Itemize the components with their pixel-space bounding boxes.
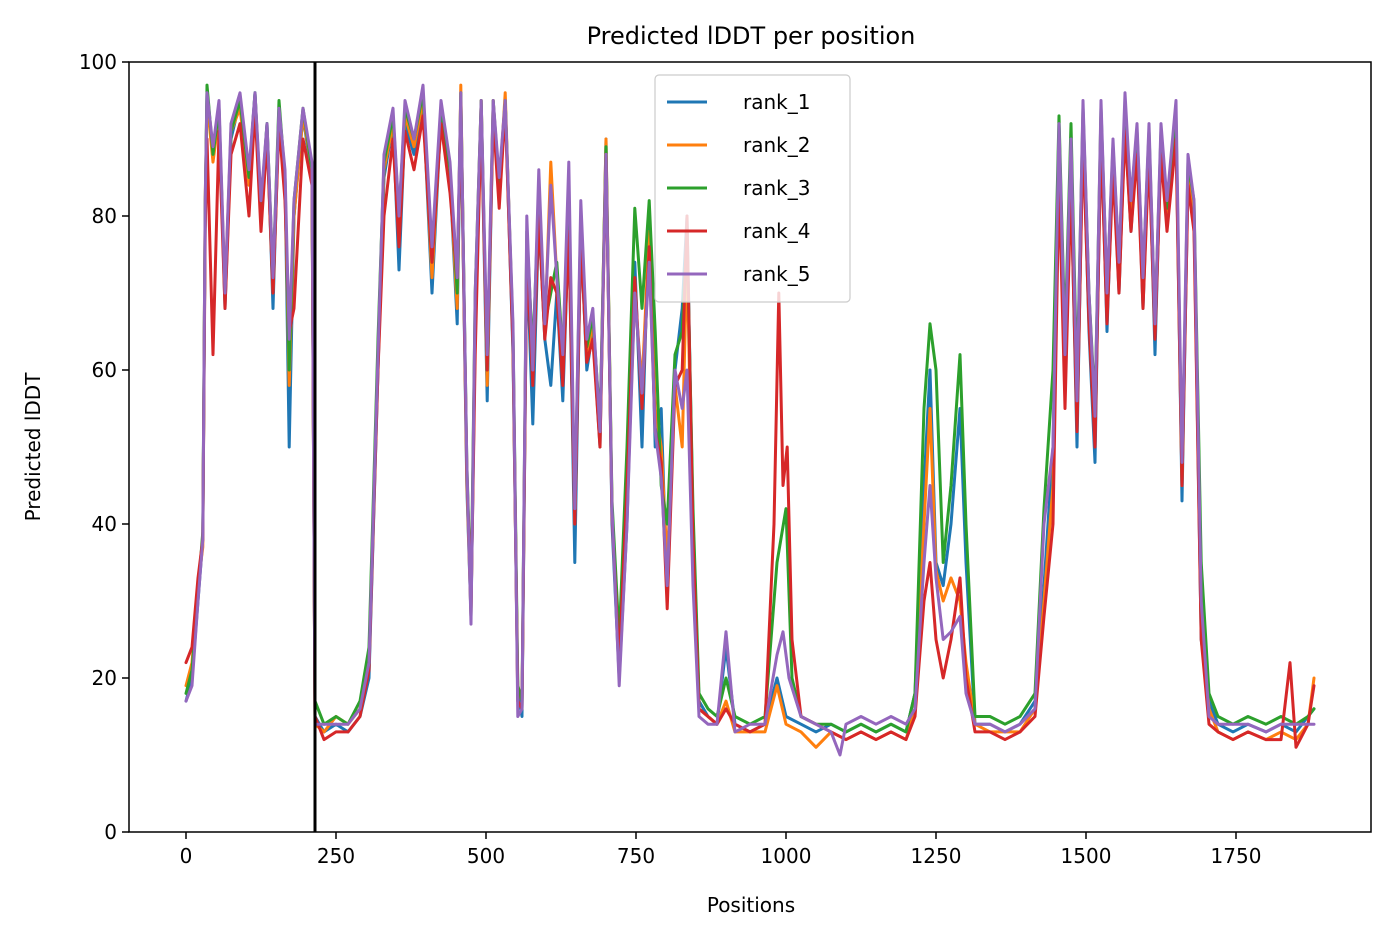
legend-label-rank-3: rank_3 (743, 176, 810, 200)
y-axis-label: Predicted lDDT (21, 372, 45, 522)
legend-label-rank-4: rank_4 (743, 219, 810, 243)
y-tick-label: 20 (92, 666, 117, 690)
legend-box (654, 74, 851, 303)
x-tick-label: 0 (180, 844, 193, 868)
legend: rank_1 rank_2 rank_3 rank_4 rank_5 (654, 74, 851, 303)
y-tick-label: 80 (92, 204, 117, 228)
y-axis: 0 20 40 60 80 100 (79, 50, 129, 844)
y-tick-label: 60 (92, 358, 117, 382)
x-axis-label: Positions (707, 893, 795, 917)
chart-title: Predicted lDDT per position (587, 22, 916, 50)
x-tick-label: 1500 (1061, 844, 1112, 868)
x-axis: 0 250 500 750 1000 1250 1500 1750 (180, 832, 1262, 868)
legend-label-rank-2: rank_2 (743, 133, 810, 157)
x-tick-label: 250 (317, 844, 355, 868)
legend-label-rank-5: rank_5 (743, 262, 810, 286)
x-tick-label: 750 (617, 844, 655, 868)
legend-label-rank-1: rank_1 (743, 90, 810, 114)
x-tick-label: 1250 (911, 844, 962, 868)
y-tick-label: 0 (104, 820, 117, 844)
series-layer (184, 83, 1316, 757)
x-tick-label: 1000 (761, 844, 812, 868)
series-line-rank-5 (184, 83, 1316, 757)
plot-frame (128, 61, 1372, 833)
x-tick-label: 1750 (1211, 844, 1262, 868)
y-tick-label: 100 (79, 50, 117, 74)
y-tick-label: 40 (92, 512, 117, 536)
x-tick-label: 500 (467, 844, 505, 868)
